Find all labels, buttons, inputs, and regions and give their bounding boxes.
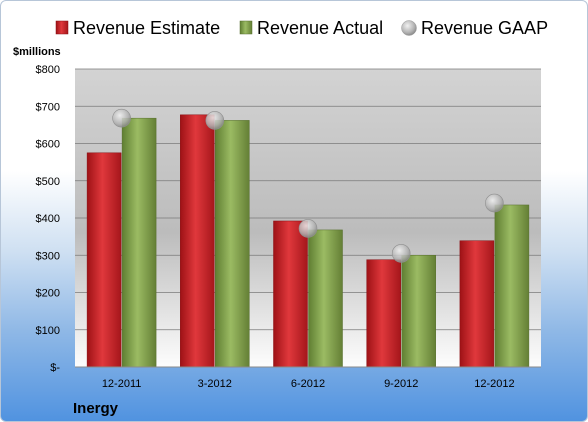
y-tick-label: $100	[36, 325, 60, 337]
y-tick-label: $200	[36, 288, 60, 300]
marker-revenue-gaap	[112, 108, 131, 128]
bar-revenue-actual	[121, 117, 157, 368]
bar-revenue-actual	[308, 229, 343, 368]
y-tick-label: $500	[36, 176, 60, 188]
company-name: Inergy	[73, 400, 119, 417]
y-tick-label: $800	[36, 64, 60, 76]
marker-revenue-gaap	[485, 193, 504, 213]
x-tick-label: 12-2011	[102, 378, 142, 390]
y-axis-title: $millions	[13, 46, 61, 58]
y-tick-label: $600	[36, 139, 60, 151]
bar-revenue-estimate	[86, 152, 122, 368]
bar-revenue-estimate	[366, 259, 401, 368]
bars	[86, 114, 530, 368]
bar-revenue-estimate	[180, 114, 215, 368]
bar-revenue-actual	[494, 204, 530, 368]
y-tick-label: $700	[36, 101, 60, 113]
legend-label-actual: Revenue Actual	[257, 18, 383, 38]
x-tick-label: 12-2012	[474, 378, 514, 390]
legend-label-estimate: Revenue Estimate	[73, 18, 220, 38]
x-tick-label: 6-2012	[291, 378, 325, 390]
bar-revenue-actual	[401, 255, 436, 368]
gaap-markers	[112, 108, 504, 263]
x-axis-ticks: 12-2011 3-2012 6-2012 9-2012 12-2012	[102, 378, 515, 390]
y-tick-label: $400	[36, 213, 60, 225]
x-tick-label: 3-2012	[198, 378, 232, 390]
x-tick-label: 9-2012	[384, 378, 418, 390]
y-tick-label: $300	[36, 250, 60, 262]
marker-revenue-gaap	[298, 219, 318, 238]
marker-revenue-gaap	[205, 111, 225, 130]
y-axis-ticks: $- $100 $200 $300 $400 $500 $600 $700 $800	[36, 64, 61, 374]
legend-marker-gaap	[401, 20, 417, 36]
legend-label-gaap: Revenue GAAP	[421, 18, 548, 38]
bar-revenue-estimate	[459, 240, 495, 368]
bar-revenue-estimate	[273, 220, 308, 368]
bar-revenue-actual	[215, 120, 250, 368]
legend-swatch-actual	[239, 20, 253, 35]
legend-swatch-estimate	[55, 20, 69, 35]
legend: Revenue Estimate Revenue Actual Revenue …	[55, 18, 548, 38]
y-tick-label: $-	[50, 362, 60, 374]
marker-revenue-gaap	[391, 244, 411, 263]
